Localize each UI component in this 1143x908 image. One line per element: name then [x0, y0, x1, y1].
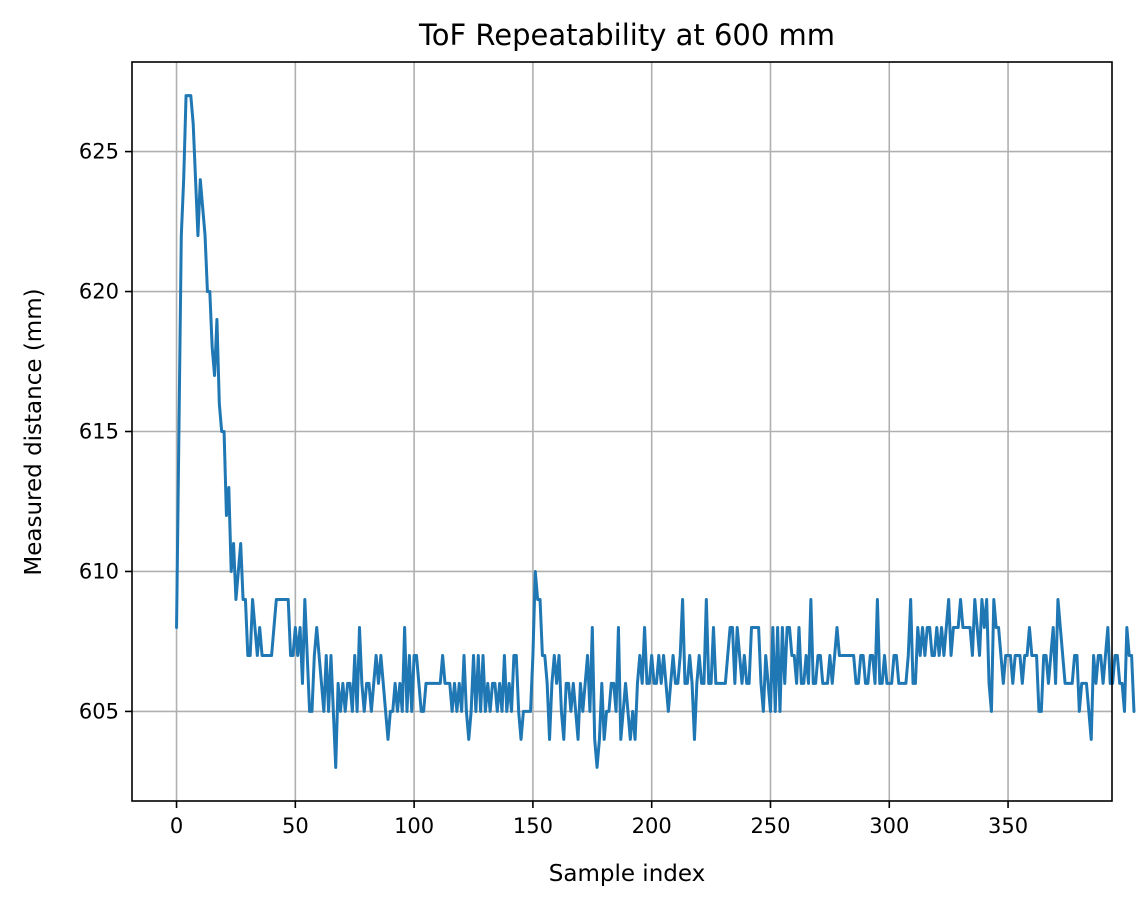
- x-tick-label: 200: [632, 814, 672, 838]
- x-tick-label: 100: [394, 814, 434, 838]
- x-tick-label: 250: [750, 814, 790, 838]
- x-tick-label: 50: [282, 814, 309, 838]
- y-tick-label: 620: [79, 280, 119, 304]
- y-tick-label: 605: [79, 699, 119, 723]
- x-tick-label: 150: [513, 814, 553, 838]
- grid: [132, 62, 1112, 801]
- series-line: [175, 94, 1136, 769]
- x-tick-label: 350: [988, 814, 1028, 838]
- y-tick-label: 610: [79, 559, 119, 583]
- y-tick-label: 615: [79, 420, 119, 444]
- y-tick-label: 625: [79, 140, 119, 164]
- chart-title: ToF Repeatability at 600 mm: [418, 18, 835, 52]
- axis-ticks: 0 50 100 150 200 250 300 350 605 610 615 620 625: [79, 140, 1028, 838]
- x-tick-label: 300: [869, 814, 909, 838]
- y-axis-label: Measured distance (mm): [21, 288, 47, 575]
- x-tick-label: 0: [170, 814, 183, 838]
- x-axis-label: Sample index: [549, 861, 705, 887]
